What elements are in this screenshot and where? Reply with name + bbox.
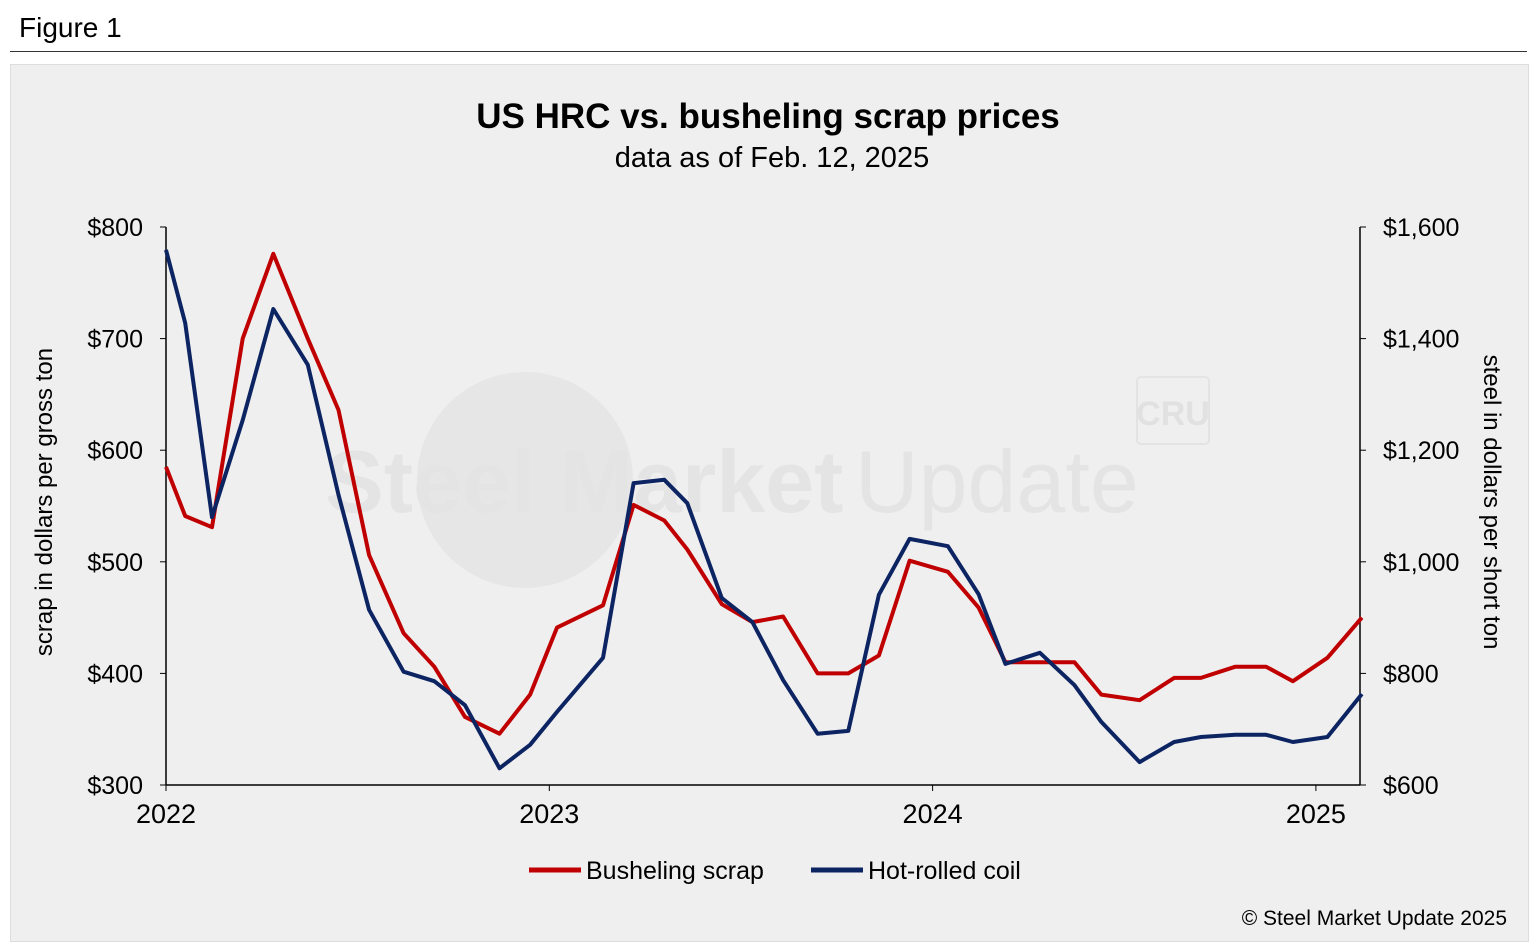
x-tick-label: 2022 [136, 799, 196, 829]
y2-axis-label: steel in dollars per short ton [1478, 355, 1505, 650]
watermark-light: Update [855, 432, 1139, 531]
watermark: Steel Market Update CRU [325, 372, 1210, 588]
legend-label-hrc: Hot-rolled coil [868, 857, 1021, 885]
chart-panel [10, 64, 1529, 942]
y2-tick-label: $1,000 [1383, 549, 1459, 577]
y-tick-label: $700 [87, 326, 143, 354]
legend-label-scrap: Busheling scrap [586, 857, 764, 885]
y2-tick-label: $1,600 [1383, 214, 1459, 242]
legend: Busheling scrap Hot-rolled coil [529, 857, 1021, 885]
chart-title: US HRC vs. busheling scrap prices [476, 97, 1060, 136]
y-tick-label: $800 [87, 214, 143, 242]
y2-tick-label: $800 [1383, 660, 1439, 688]
y-tick-label: $600 [87, 437, 143, 465]
watermark-bold: Steel Market [325, 432, 843, 531]
y-tick-label: $300 [87, 772, 143, 800]
y-tick-label: $400 [87, 660, 143, 688]
y-axis-label: scrap in dollars per gross ton [31, 348, 58, 656]
chart-subtitle: data as of Feb. 12, 2025 [615, 142, 929, 174]
x-tick-label: 2023 [519, 799, 579, 829]
y-tick-label: $500 [87, 549, 143, 577]
figure-label: Figure 1 [19, 12, 122, 43]
copyright: © Steel Market Update 2025 [1242, 907, 1507, 930]
divider [10, 51, 1527, 52]
x-tick-label: 2025 [1286, 799, 1346, 829]
x-tick-label: 2024 [903, 799, 963, 829]
y2-tick-label: $1,200 [1383, 437, 1459, 465]
y2-tick-label: $600 [1383, 772, 1439, 800]
cru-logo: CRU [1136, 395, 1210, 433]
y2-tick-label: $1,400 [1383, 326, 1459, 354]
